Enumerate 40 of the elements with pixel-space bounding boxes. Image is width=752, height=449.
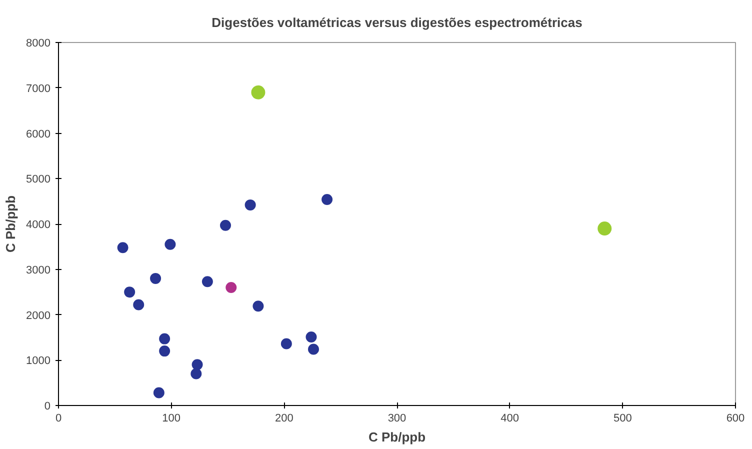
point <box>308 344 320 355</box>
point <box>251 85 266 100</box>
x-tick-label: 500 <box>613 412 632 424</box>
point <box>252 300 264 312</box>
y-tick-label: 2000 <box>26 310 51 322</box>
y-axis-title: C Pb/ppb <box>3 195 18 253</box>
point <box>159 346 170 357</box>
y-tick-label: 3000 <box>26 264 51 276</box>
point <box>117 242 128 254</box>
point <box>159 333 170 344</box>
point <box>124 286 136 298</box>
point <box>150 272 162 284</box>
x-tick-label: 200 <box>274 412 294 424</box>
x-tick-label: 600 <box>726 412 745 424</box>
point <box>280 338 292 350</box>
point <box>133 299 144 310</box>
y-tick-label: 7000 <box>26 82 51 95</box>
point <box>220 220 231 231</box>
point <box>598 222 612 236</box>
y-tick-label: 1000 <box>26 355 51 368</box>
point <box>226 282 237 294</box>
point <box>192 359 203 370</box>
x-tick-label: 100 <box>162 412 181 424</box>
y-tick-label: 6000 <box>26 128 51 140</box>
point <box>202 276 213 288</box>
x-tick-label: 300 <box>388 412 406 424</box>
point <box>322 194 333 205</box>
point <box>306 331 317 342</box>
point <box>164 238 176 250</box>
point <box>153 387 164 398</box>
y-tick-label: 0 <box>44 400 51 412</box>
x-tick-label: 0 <box>55 412 62 424</box>
point <box>190 368 202 380</box>
x-tick-label: 400 <box>500 412 520 424</box>
y-tick-label: 5000 <box>26 174 51 186</box>
point <box>244 199 256 210</box>
x-axis-title: C Pb/ppb <box>368 430 426 444</box>
y-tick-label: 4000 <box>26 219 51 231</box>
chart-title: Digestões voltamétricas versus digestões espectrométricas <box>212 15 582 30</box>
y-tick-label: 8000 <box>26 38 51 50</box>
